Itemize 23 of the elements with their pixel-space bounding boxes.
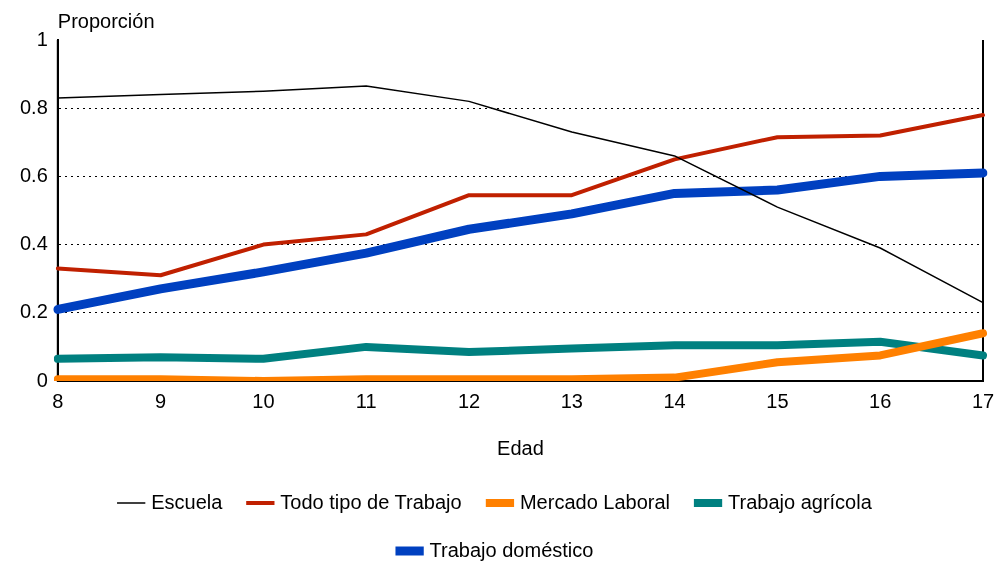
legend-label: Escuela [151, 490, 224, 513]
x-tick-label: 15 [766, 389, 789, 412]
legend-label: Todo tipo de Trabajo [280, 490, 462, 513]
legend-label: Mercado Laboral [519, 490, 671, 513]
legend-label: Trabajo doméstico [429, 538, 594, 561]
x-tick-label: 11 [355, 389, 377, 412]
x-tick-label: 10 [252, 389, 275, 412]
x-tick-label: 14 [663, 389, 686, 412]
x-tick-label: 16 [869, 389, 892, 412]
y-tick-label: 0 [36, 368, 48, 391]
y-tick-label: 0.8 [19, 95, 48, 118]
y-tick-label: 0.4 [19, 232, 48, 255]
x-tick-label: 17 [971, 389, 995, 412]
y-tick-label: 0.6 [19, 163, 48, 186]
x-tick-label: 13 [560, 389, 583, 412]
x-tick-label: 9 [155, 389, 167, 412]
x-tick-label: 8 [52, 389, 64, 412]
legend-label: Trabajo agrícola [728, 490, 873, 513]
x-axis-title: Edad [497, 436, 544, 459]
y-axis-title: Proporción [57, 9, 155, 32]
y-tick-label: 0.2 [19, 300, 48, 323]
x-tick-label: 12 [457, 389, 481, 412]
y-tick-label: 1 [36, 27, 48, 50]
